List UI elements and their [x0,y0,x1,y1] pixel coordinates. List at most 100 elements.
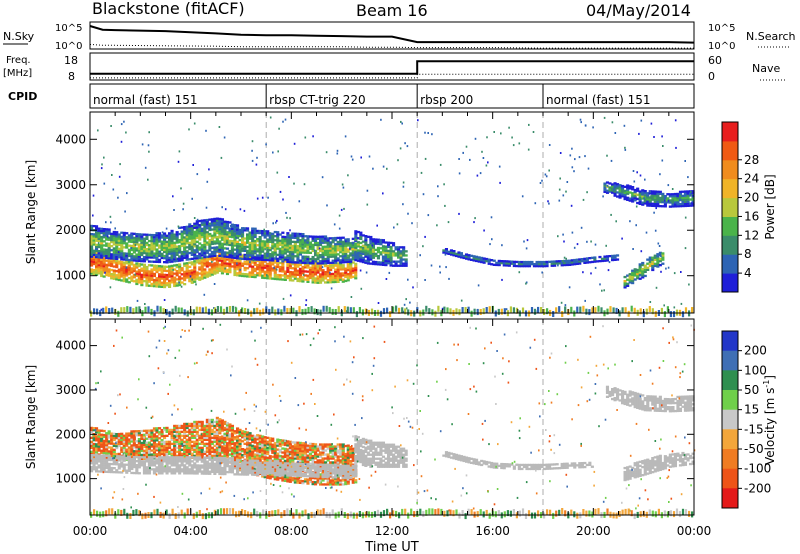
power-mark [225,225,230,228]
power-mark [158,232,162,235]
power-scatter-point [350,155,353,158]
power-scatter-point [138,257,140,260]
power-scatter-point [474,217,476,220]
power-near-range-mark [512,307,515,314]
power-mark [336,240,340,244]
power-mark [142,273,147,277]
power-near-range-mark [404,308,407,315]
velocity-mark [203,432,207,435]
power-mark [92,235,96,238]
power-mark [183,228,187,231]
power-mark [152,280,157,284]
power-scatter-point [100,308,103,311]
power-mark [379,251,383,254]
power-mark [369,246,373,249]
power-mark [147,246,152,249]
power-near-range-mark [546,308,549,315]
power-mark [293,244,297,248]
velocity-mark [230,428,235,432]
power-mark [565,263,569,267]
power-mark [92,269,96,272]
power-mark [600,257,605,260]
power-mark [183,240,187,243]
power-scatter-point [460,299,463,302]
power-mark [230,265,235,268]
power-mark [155,264,159,268]
power-mark [475,257,479,261]
power-mark [208,218,212,221]
velocity-mark [203,426,207,430]
power-mark [195,232,199,235]
power-mark [147,272,152,275]
power-mark [273,273,277,276]
velocity-mark [210,456,214,459]
velocity-mark [273,470,277,473]
power-mark [399,262,403,265]
power-mark [183,262,187,265]
power-scatter-point [161,231,164,234]
power-mark [188,227,192,230]
power-mark [311,273,315,276]
velocity-mark [178,446,182,449]
power-scatter-point [180,285,183,288]
velocity-mark [215,420,219,424]
power-mark [130,261,134,264]
power-mark [326,247,330,250]
power-mark [188,273,192,277]
power-mark [611,258,615,262]
velocity-mark [273,478,277,481]
power-mark [152,246,157,249]
power-mark [160,236,164,239]
power-mark [195,257,199,260]
power-mark [223,230,227,234]
power-mark [220,232,225,235]
velocity-mark [112,432,116,435]
power-scatter-point [512,144,515,147]
power-mark [308,241,313,244]
power-mark [319,239,323,242]
power-scatter-point [489,243,491,246]
velocity-mark [225,446,230,449]
power-mark [351,271,355,274]
power-mark [288,279,292,282]
power-mark [188,269,192,273]
power-mark [384,241,388,244]
velocity-mark [147,447,152,450]
power-scatter-point [579,118,582,121]
power-mark [256,229,260,233]
velocity-mark [298,459,303,463]
velocity-mark [228,447,232,450]
power-mark [686,196,690,199]
velocity-mark [102,441,106,445]
power-near-range-mark [352,307,355,314]
power-mark [115,253,119,256]
power-scatter-point [613,188,615,191]
velocity-mark [90,426,94,430]
power-mark [616,195,620,198]
power-mark [281,250,285,253]
power-mark [336,274,340,277]
power-mark [152,272,157,276]
power-mark [258,258,262,261]
power-mark [281,274,285,277]
power-mark [213,252,217,255]
velocity-mark [225,426,230,429]
power-mark [366,243,370,247]
power-scatter-point [173,209,175,211]
velocity-mark [175,426,179,430]
velocity-mark [243,430,247,433]
power-mark [369,242,373,245]
power-mark [220,270,225,273]
power-mark [631,200,635,203]
velocity-mark [238,444,242,447]
power-mark [102,271,106,274]
power-mark [185,256,189,259]
power-scatter-point [269,116,272,119]
power-mark [112,277,116,280]
power-mark [535,265,539,268]
power-mark [286,258,290,261]
power-mark [105,259,109,262]
velocity-mark [190,452,194,455]
power-mark [251,248,255,251]
